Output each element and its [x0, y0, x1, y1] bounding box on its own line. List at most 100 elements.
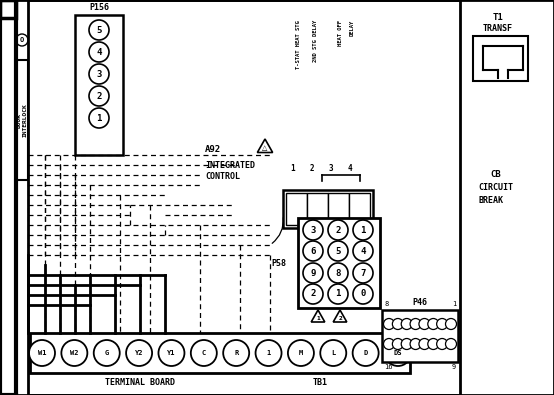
Bar: [16, 60, 28, 180]
Text: 6: 6: [310, 246, 316, 256]
Circle shape: [320, 340, 346, 366]
Bar: [473, 36, 528, 81]
Text: 8: 8: [335, 269, 341, 278]
Text: P58: P58: [271, 258, 286, 267]
Text: T-STAT HEAT STG: T-STAT HEAT STG: [295, 20, 300, 69]
Text: Y2: Y2: [135, 350, 143, 356]
Text: A92: A92: [205, 145, 221, 154]
Bar: [286, 193, 307, 225]
Text: CONTROL: CONTROL: [205, 172, 240, 181]
Text: DELAY: DELAY: [350, 20, 355, 36]
Circle shape: [428, 339, 439, 350]
Text: Y1: Y1: [167, 350, 176, 356]
Circle shape: [303, 241, 323, 261]
Bar: [328, 193, 349, 225]
Circle shape: [191, 340, 217, 366]
Circle shape: [158, 340, 184, 366]
Text: TRANSF: TRANSF: [483, 24, 513, 33]
Circle shape: [353, 241, 373, 261]
Text: W1: W1: [38, 350, 46, 356]
Circle shape: [303, 263, 323, 283]
Text: M: M: [299, 350, 303, 356]
Polygon shape: [333, 310, 347, 322]
Circle shape: [303, 220, 323, 240]
Polygon shape: [311, 310, 325, 322]
Circle shape: [89, 64, 109, 84]
Text: 1: 1: [360, 226, 366, 235]
Bar: [75, 15, 123, 155]
Text: 9: 9: [310, 269, 316, 278]
Text: 2: 2: [338, 316, 342, 320]
Circle shape: [410, 339, 421, 350]
Circle shape: [392, 318, 403, 329]
Text: 1: 1: [266, 350, 271, 356]
Circle shape: [353, 220, 373, 240]
Circle shape: [401, 318, 412, 329]
Text: 2: 2: [310, 164, 314, 173]
Circle shape: [223, 340, 249, 366]
Circle shape: [392, 339, 403, 350]
Text: HEAT OFF: HEAT OFF: [337, 20, 342, 46]
Text: TB1: TB1: [312, 378, 327, 387]
Bar: [307, 193, 328, 225]
Circle shape: [385, 340, 411, 366]
Text: 5: 5: [335, 246, 341, 256]
Text: 2: 2: [96, 92, 102, 100]
Text: 3: 3: [96, 70, 102, 79]
Circle shape: [437, 318, 448, 329]
Circle shape: [328, 263, 348, 283]
Circle shape: [29, 340, 55, 366]
Polygon shape: [258, 139, 273, 152]
Text: 16: 16: [384, 364, 392, 370]
Text: △: △: [262, 145, 268, 151]
Text: O: O: [20, 37, 24, 43]
Bar: [0, 0, 16, 18]
Text: 1: 1: [316, 316, 320, 320]
Text: 4: 4: [96, 47, 102, 56]
Circle shape: [328, 241, 348, 261]
Text: DS: DS: [394, 350, 402, 356]
Text: 1: 1: [96, 113, 102, 122]
Text: CIRCUIT: CIRCUIT: [478, 183, 513, 192]
Bar: [349, 193, 370, 225]
Circle shape: [437, 339, 448, 350]
Text: L: L: [331, 350, 335, 356]
Circle shape: [401, 339, 412, 350]
Text: 2: 2: [310, 290, 316, 299]
Text: CB: CB: [490, 170, 501, 179]
Text: T1: T1: [493, 13, 504, 22]
Circle shape: [410, 318, 421, 329]
Circle shape: [16, 34, 28, 46]
Circle shape: [328, 284, 348, 304]
Circle shape: [428, 318, 439, 329]
Text: 4: 4: [360, 246, 366, 256]
Text: 0: 0: [360, 290, 366, 299]
Bar: [298, 218, 380, 308]
Circle shape: [328, 220, 348, 240]
Circle shape: [353, 284, 373, 304]
Text: W2: W2: [70, 350, 79, 356]
Text: 7: 7: [360, 269, 366, 278]
Text: R: R: [234, 350, 238, 356]
Text: 2: 2: [335, 226, 341, 235]
Circle shape: [126, 340, 152, 366]
Circle shape: [353, 263, 373, 283]
Text: 1: 1: [452, 301, 456, 307]
Text: 4: 4: [348, 164, 352, 173]
Circle shape: [419, 339, 430, 350]
Text: G: G: [105, 350, 109, 356]
Circle shape: [255, 340, 281, 366]
Bar: [382, 310, 458, 362]
Text: P46: P46: [413, 298, 428, 307]
Circle shape: [383, 339, 394, 350]
Bar: [30, 333, 410, 373]
Circle shape: [445, 318, 456, 329]
Circle shape: [303, 284, 323, 304]
Circle shape: [61, 340, 88, 366]
Circle shape: [383, 318, 394, 329]
Text: BREAK: BREAK: [478, 196, 503, 205]
Circle shape: [353, 340, 378, 366]
Text: INTEGRATED: INTEGRATED: [205, 161, 255, 170]
Text: C: C: [202, 350, 206, 356]
Circle shape: [89, 86, 109, 106]
